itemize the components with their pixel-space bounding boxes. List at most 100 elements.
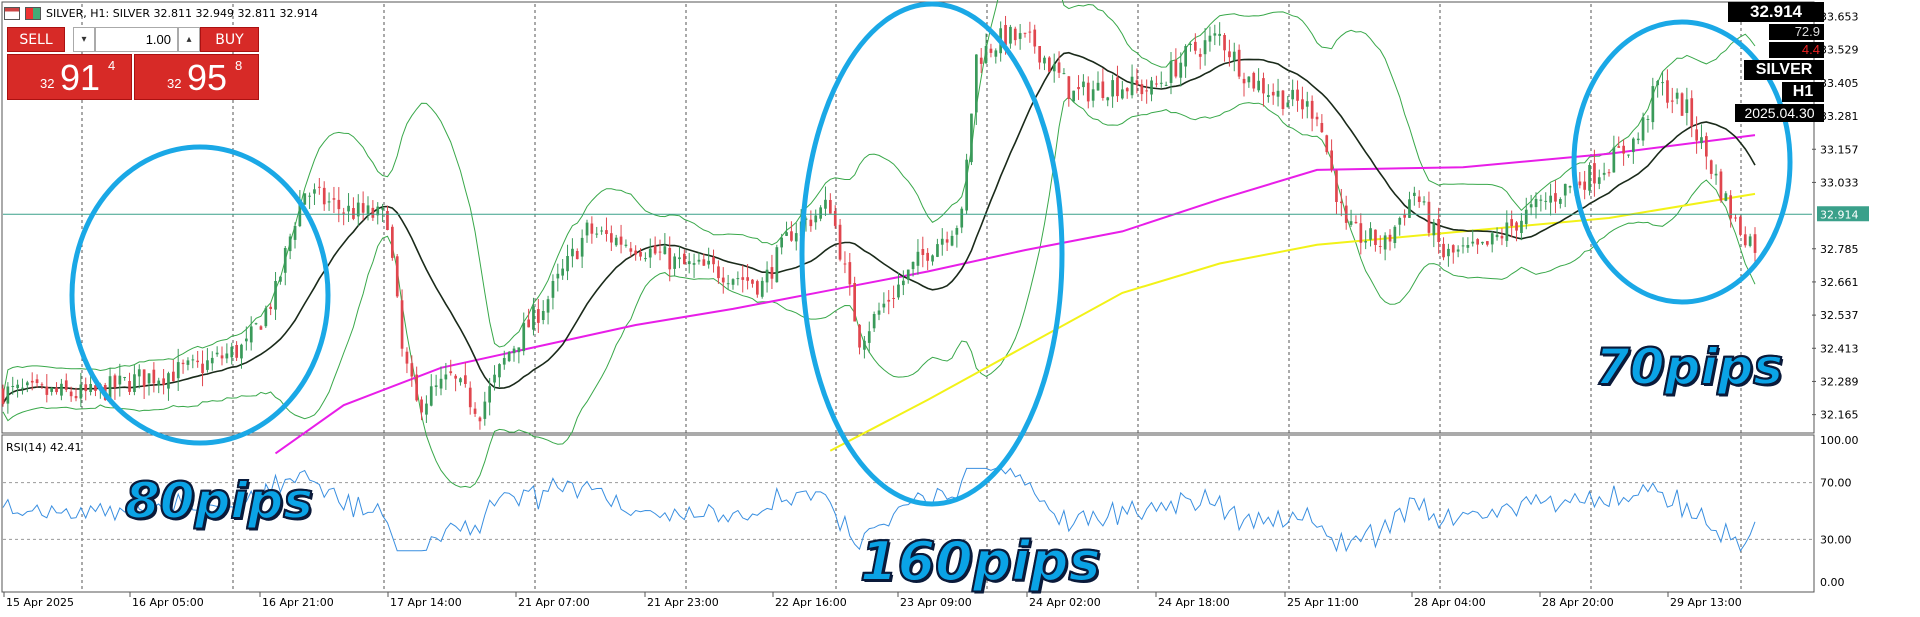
candle-body xyxy=(142,369,146,387)
candle-body xyxy=(1067,76,1071,99)
candle-body xyxy=(381,208,384,210)
candle-body xyxy=(965,159,968,211)
candle-body xyxy=(473,408,477,414)
candle-body xyxy=(833,211,837,226)
candle-body xyxy=(1408,199,1411,218)
candle-body xyxy=(1004,25,1007,46)
candle-body xyxy=(1364,241,1367,243)
candle-body xyxy=(877,310,881,315)
candle-body xyxy=(1198,54,1202,57)
candle-body xyxy=(1184,46,1187,67)
candle-body xyxy=(210,357,214,364)
candle-body xyxy=(1359,223,1363,243)
candle-body xyxy=(1651,86,1655,123)
lot-increase-button[interactable]: ▴ xyxy=(178,27,200,52)
candle-body xyxy=(1125,88,1129,92)
candle-body xyxy=(1082,81,1085,88)
candle-body xyxy=(249,326,253,343)
candle-body xyxy=(361,203,365,213)
candle-body xyxy=(1403,214,1406,218)
sell-price-big: 91 xyxy=(60,57,101,98)
candle-body xyxy=(950,235,954,246)
buy-button[interactable]: BUY xyxy=(200,27,259,52)
candle-body xyxy=(133,374,136,392)
candle-body xyxy=(201,363,204,373)
candle-body xyxy=(1597,177,1601,184)
candle-body xyxy=(1417,196,1421,202)
candle-body xyxy=(1121,89,1124,99)
candle-body xyxy=(1670,100,1674,102)
candle-body xyxy=(493,374,496,383)
one-click-trading-icon[interactable] xyxy=(25,6,41,20)
candle-body xyxy=(1062,73,1066,75)
candle-body xyxy=(1437,219,1440,242)
candle-body xyxy=(658,251,662,253)
candle-body xyxy=(21,387,24,389)
candle-body xyxy=(590,223,594,234)
chart-menu-icon[interactable] xyxy=(4,6,20,20)
price-axis[interactable]: 33.653 33.529 33.405 33.281 33.157 33.033 32.9… xyxy=(1812,11,1869,422)
candle-body xyxy=(269,306,272,309)
candle-body xyxy=(556,273,560,279)
candle-body xyxy=(26,382,29,386)
candle-body xyxy=(1685,99,1689,113)
candle-body xyxy=(1500,235,1504,239)
ma-long-line xyxy=(829,192,1756,452)
candle-body xyxy=(1,388,5,404)
candle-body xyxy=(1325,135,1329,153)
candle-body xyxy=(1705,136,1708,157)
candle-body xyxy=(1271,91,1275,96)
candle-body xyxy=(687,261,691,265)
candle-body xyxy=(804,218,808,220)
candle-body xyxy=(887,299,891,302)
candle-body xyxy=(955,228,959,235)
ellipse-70pips xyxy=(1571,19,1793,305)
candle-body xyxy=(40,384,44,386)
candle-body xyxy=(678,257,681,260)
time-axis[interactable]: 15 Apr 2025 16 Apr 05:00 16 Apr 21:00 17 Ap… xyxy=(3,592,1742,609)
candle-body xyxy=(274,281,277,310)
candle-body xyxy=(1257,80,1260,91)
lot-size-input[interactable] xyxy=(95,27,178,52)
candle-body xyxy=(1700,137,1703,144)
candle-body xyxy=(167,373,170,389)
candle-body xyxy=(1641,117,1645,141)
candle-body xyxy=(1252,72,1256,89)
candle-body xyxy=(829,200,832,214)
candle-body xyxy=(254,323,258,325)
timeframe-box: H1 xyxy=(1782,82,1824,102)
sell-button[interactable]: SELL xyxy=(7,27,65,52)
candle-body xyxy=(1267,95,1270,97)
candle-body xyxy=(1734,217,1737,219)
ma-mid-line xyxy=(274,134,1756,455)
candle-body xyxy=(1481,241,1484,244)
candle-body xyxy=(395,256,399,297)
sell-price-prefix: 32 xyxy=(40,76,55,91)
lot-decrease-button[interactable]: ▾ xyxy=(73,27,95,52)
candle-body xyxy=(717,266,720,279)
candle-body xyxy=(89,384,92,392)
candle-body xyxy=(1130,76,1134,96)
rsi-tick-label: 0.00 xyxy=(1820,576,1845,589)
candle-body xyxy=(1189,43,1192,45)
time-tick-label: 28 Apr 04:00 xyxy=(1414,596,1486,609)
candle-body xyxy=(683,253,686,265)
candle-body xyxy=(1413,192,1416,196)
candle-body xyxy=(1354,221,1358,224)
candle-body xyxy=(1091,89,1095,101)
buy-price[interactable]: 32 95 8 xyxy=(134,54,259,100)
candle-body xyxy=(1607,172,1611,174)
sell-price[interactable]: 32 91 4 xyxy=(7,54,132,100)
candle-body xyxy=(147,373,151,384)
candle-body xyxy=(1602,172,1606,175)
time-tick-label: 17 Apr 14:00 xyxy=(390,596,462,609)
candle-body xyxy=(843,263,847,265)
candle-body xyxy=(1349,221,1353,225)
candle-body xyxy=(288,236,292,252)
candle-body xyxy=(653,245,657,254)
candle-body xyxy=(1374,229,1377,245)
current-price-tag xyxy=(1817,206,1869,222)
symbol-box: SILVER xyxy=(1744,60,1824,80)
candle-body xyxy=(775,247,779,283)
